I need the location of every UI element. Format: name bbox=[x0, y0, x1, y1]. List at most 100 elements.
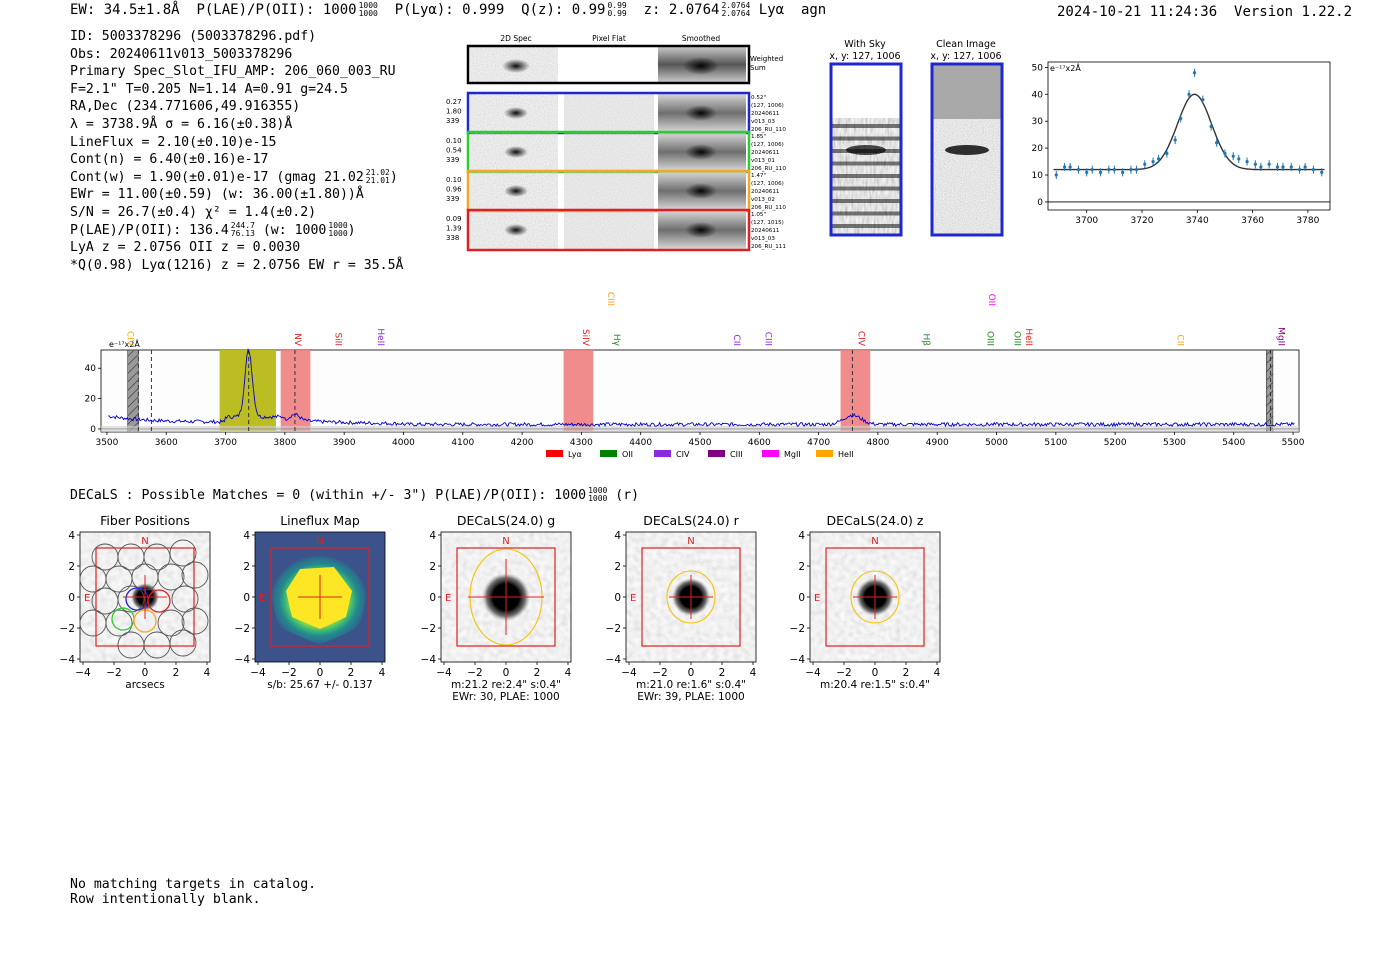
spectrum-line-label: SiIV bbox=[580, 329, 590, 347]
wsum-pixelflat bbox=[558, 46, 658, 83]
fit-ytick-label: 40 bbox=[1032, 90, 1044, 100]
info-plae: P(LAE)/P(OII): 136.4 244.7 76.13 (w: 1000 1… bbox=[70, 220, 356, 238]
thumbnail-title: DECaLS(24.0) z bbox=[827, 513, 924, 528]
sky-stripe bbox=[832, 224, 900, 228]
thumb-ytick-label: 2 bbox=[429, 561, 436, 573]
row-right-label: 206_RU_110 bbox=[751, 127, 786, 133]
fit-point bbox=[1121, 170, 1125, 174]
fit-point bbox=[1054, 173, 1058, 177]
thumb-xtick-label: −2 bbox=[836, 667, 851, 679]
row-smoothed-blob bbox=[685, 144, 717, 160]
row-left-label: 0.10 bbox=[446, 176, 462, 184]
with-sky-image bbox=[829, 62, 903, 237]
fit-point bbox=[1107, 168, 1111, 172]
fit-xtick-label: 3700 bbox=[1075, 216, 1098, 226]
spectrum-line-label: CII bbox=[1174, 334, 1184, 346]
with-sky-title: With Sky bbox=[844, 39, 886, 50]
col-header-2dspec: 2D Spec bbox=[500, 34, 531, 43]
sky-stripe bbox=[832, 199, 900, 203]
thumbnail-caption-2: EWr: 39, PLAE: 1000 bbox=[637, 691, 744, 703]
spectrum-line-label: NV bbox=[292, 333, 302, 347]
fit-point bbox=[1303, 165, 1307, 169]
sky-stripe bbox=[832, 174, 900, 178]
fit-point bbox=[1068, 165, 1072, 169]
fiber-circle bbox=[171, 585, 199, 613]
row-left-label: 0.54 bbox=[446, 147, 462, 155]
decals-lo: 1000 bbox=[588, 494, 608, 503]
fit-point bbox=[1297, 168, 1302, 172]
row-right-label: 1.85" bbox=[751, 134, 766, 140]
thumb-ytick-label: −4 bbox=[235, 654, 251, 666]
info-sn: S/N = 26.7(±0.4) χ² = 1.4(±0.2) bbox=[70, 204, 317, 220]
east-label: E bbox=[445, 593, 451, 604]
thumb-xtick-label: −4 bbox=[75, 667, 91, 679]
row-right-label: 20240611 bbox=[751, 228, 780, 234]
header-summary: EW: 34.5±1.8Å P(LAE)/P(OII): 1000 1000 100… bbox=[70, 2, 827, 19]
spectrum-xtick-label: 3800 bbox=[273, 438, 296, 448]
spectrum-line-label: MgII bbox=[1275, 327, 1285, 346]
wsum-label-2: Sum bbox=[750, 64, 766, 72]
spectrum-band bbox=[840, 350, 871, 432]
search-box bbox=[95, 547, 195, 647]
fit-point bbox=[1201, 98, 1205, 102]
spectrum-line-label: OIII bbox=[1011, 331, 1021, 346]
header-q: Q(z): 0.99 bbox=[521, 2, 606, 18]
thumb-ytick-label: 4 bbox=[614, 530, 621, 542]
header-line: Lyα bbox=[758, 2, 785, 18]
legend-label: HeII bbox=[838, 450, 854, 459]
header-type: agn bbox=[800, 2, 827, 18]
thumb-ytick-label: 4 bbox=[68, 530, 75, 542]
thumbnail-panel: Fiber Positions N E −4 4 −2 2 0 0 2 −2 4 −4 arcsecs bbox=[60, 513, 211, 691]
fit-xtick-label: 3780 bbox=[1296, 216, 1319, 226]
row-2dspec-blob bbox=[504, 146, 528, 158]
header-plya: P(Lyα): 0.999 bbox=[394, 2, 505, 18]
row-2dspec-blob bbox=[504, 185, 528, 197]
row-right-label: (127, 1006) bbox=[751, 103, 784, 109]
fit-xtick-label: 3720 bbox=[1131, 216, 1154, 226]
thumb-ytick-label: −2 bbox=[421, 623, 436, 635]
spectrum-xtick-label: 4000 bbox=[392, 438, 415, 448]
weighted-sum-row: Weighted Sum bbox=[466, 44, 783, 85]
with-sky-frame bbox=[829, 62, 903, 237]
thumb-ytick-label: 0 bbox=[243, 592, 250, 604]
footer-line-1: No matching targets in catalog. bbox=[70, 877, 317, 892]
info-plae-w: (w: 1000 bbox=[262, 222, 327, 238]
fiber-circle bbox=[181, 561, 209, 589]
fit-point bbox=[1143, 162, 1147, 166]
fit-point bbox=[1289, 165, 1293, 169]
thumb-xtick-label: 2 bbox=[719, 667, 726, 679]
spectrum-line-label: CII bbox=[731, 334, 741, 346]
fit-ytick-label: 20 bbox=[1032, 144, 1044, 154]
aperture-ellipse bbox=[666, 570, 716, 624]
fit-point bbox=[1192, 71, 1197, 75]
fiber-circle bbox=[157, 609, 185, 637]
thumb-xtick-label: −4 bbox=[436, 667, 452, 679]
row-pixelflat bbox=[564, 172, 654, 210]
legend-swatch bbox=[654, 450, 671, 457]
sky-stripe bbox=[832, 211, 900, 216]
row-left-label: 339 bbox=[446, 195, 459, 203]
row-right-label: (127, 1006) bbox=[751, 181, 784, 187]
fit-point bbox=[1173, 138, 1177, 142]
row-left-label: 339 bbox=[446, 117, 459, 125]
fit-yunit: e⁻¹⁷x2Å bbox=[1050, 62, 1081, 73]
info-contw: Cont(w) = 1.90(±0.01)e-17 (gmag 21.02 21.… bbox=[70, 167, 398, 185]
north-label: N bbox=[141, 536, 148, 547]
row-right-label: v013_01 bbox=[751, 158, 775, 164]
decals-suffix: (r) bbox=[615, 488, 640, 503]
thumb-ytick-label: −2 bbox=[235, 623, 250, 635]
fiber-circle bbox=[181, 607, 209, 635]
spectrum-xtick-label: 5000 bbox=[985, 438, 1008, 448]
clean-image-top bbox=[933, 65, 1001, 119]
row-2dspec-blob bbox=[504, 107, 528, 119]
spectrum-xtick-label: 4200 bbox=[511, 438, 534, 448]
line-fit-plot: 0 10 20 30 40 50 3700 3720 3740 3760 3780 e⁻¹⁷x2Å bbox=[1032, 61, 1331, 226]
spectrum-line-label: CIII bbox=[605, 292, 615, 306]
fit-xtick-label: 3740 bbox=[1186, 216, 1209, 226]
